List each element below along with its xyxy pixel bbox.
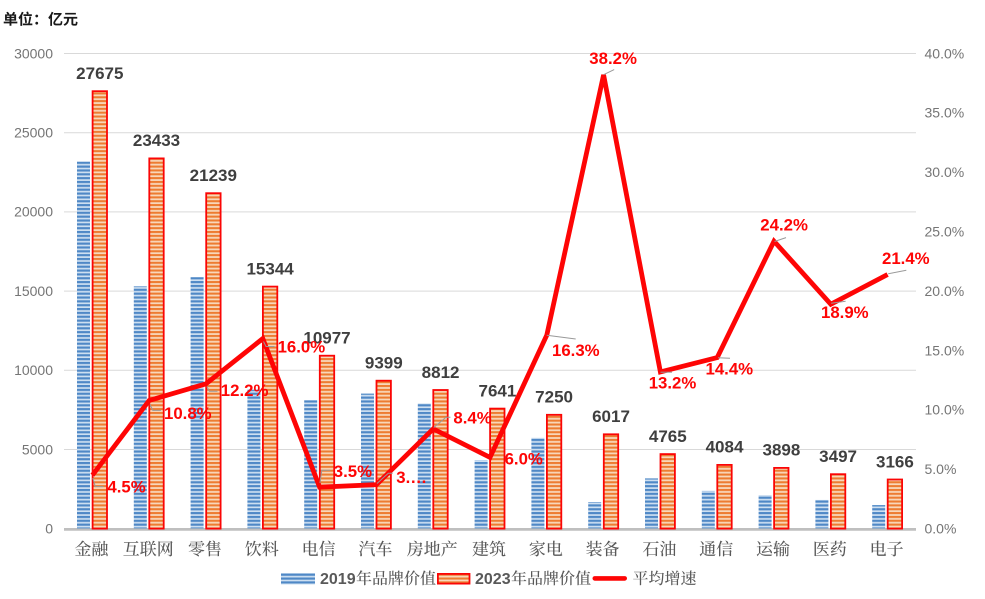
svg-text:3.5%: 3.5% (334, 462, 372, 481)
svg-text:3.…: 3.… (396, 468, 427, 487)
svg-text:6017: 6017 (592, 407, 630, 426)
svg-text:7250: 7250 (535, 388, 573, 407)
svg-text:16.3%: 16.3% (552, 341, 600, 360)
svg-text:15.0%: 15.0% (925, 342, 965, 358)
svg-text:24.2%: 24.2% (760, 216, 808, 235)
svg-text:10.0%: 10.0% (925, 402, 965, 418)
svg-text:7641: 7641 (478, 381, 516, 400)
svg-text:0.0%: 0.0% (925, 521, 957, 537)
svg-text:4.5%: 4.5% (107, 477, 145, 496)
svg-text:25.0%: 25.0% (925, 224, 965, 240)
svg-text:2019: 2019 (320, 571, 356, 588)
svg-text:8.4%: 8.4% (453, 409, 491, 428)
svg-text:27675: 27675 (76, 64, 123, 83)
svg-text:16.0%: 16.0% (278, 338, 326, 357)
svg-text:4765: 4765 (649, 427, 687, 446)
svg-text:15000: 15000 (14, 283, 53, 299)
svg-text:13.2%: 13.2% (649, 374, 697, 393)
svg-text:10000: 10000 (14, 362, 53, 378)
svg-text:30.0%: 30.0% (925, 164, 965, 180)
svg-text:3898: 3898 (762, 441, 800, 460)
svg-text:18.9%: 18.9% (821, 303, 869, 322)
svg-text:3497: 3497 (819, 447, 857, 466)
svg-text:3166: 3166 (876, 452, 914, 471)
svg-text:10977: 10977 (303, 329, 350, 348)
svg-text:4084: 4084 (706, 438, 744, 457)
svg-text:14.4%: 14.4% (706, 360, 754, 379)
svg-text:21239: 21239 (190, 166, 237, 185)
svg-text:12.2%: 12.2% (221, 381, 269, 400)
svg-text:9399: 9399 (365, 354, 403, 373)
svg-text:5000: 5000 (22, 441, 53, 457)
svg-text:40.0%: 40.0% (925, 45, 965, 61)
svg-text:0: 0 (45, 521, 53, 537)
svg-text:2023: 2023 (475, 571, 511, 588)
svg-text:6.0%: 6.0% (505, 449, 543, 468)
svg-text:25000: 25000 (14, 125, 53, 141)
svg-text:23433: 23433 (133, 131, 180, 150)
svg-text:38.2%: 38.2% (589, 49, 637, 68)
svg-text:21.4%: 21.4% (882, 249, 930, 268)
svg-text:35.0%: 35.0% (925, 105, 965, 121)
svg-text:20000: 20000 (14, 204, 53, 220)
svg-text:30000: 30000 (14, 45, 53, 61)
svg-text:10.8%: 10.8% (164, 404, 212, 423)
svg-text:5.0%: 5.0% (925, 461, 957, 477)
svg-text:20.0%: 20.0% (925, 283, 965, 299)
svg-text:15344: 15344 (246, 259, 294, 278)
svg-text:8812: 8812 (422, 363, 460, 382)
